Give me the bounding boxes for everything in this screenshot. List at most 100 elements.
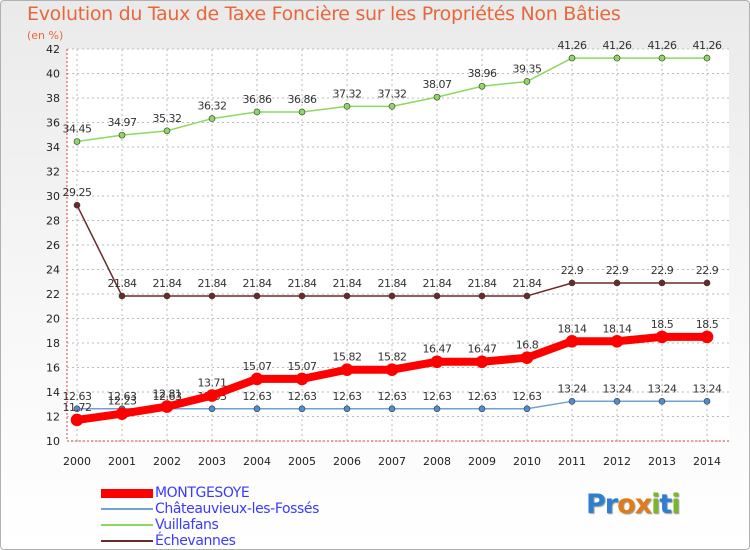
chart-title: Evolution du Taux de Taxe Foncière sur l…	[27, 3, 621, 25]
data-label: 13.24	[693, 382, 722, 395]
data-label: 21.84	[153, 277, 182, 290]
data-label: 21.84	[198, 277, 227, 290]
legend-label: Échevannes	[155, 533, 236, 549]
y-tick-label: 26	[46, 239, 60, 252]
data-point	[250, 372, 264, 386]
x-tick-label: 2000	[63, 455, 91, 468]
data-point	[658, 279, 666, 287]
x-tick-label: 2003	[198, 455, 226, 468]
y-tick-label: 14	[46, 386, 60, 399]
data-point	[253, 405, 261, 413]
data-label: 39.35	[513, 62, 542, 75]
data-label: 35.32	[153, 112, 182, 125]
data-point	[433, 292, 441, 300]
logo-letter: i	[671, 489, 680, 520]
data-point	[613, 398, 621, 405]
data-label: 37.32	[378, 87, 407, 100]
x-tick-label: 2010	[513, 455, 541, 468]
x-tick-label: 2013	[648, 455, 676, 468]
x-tick-label: 2012	[603, 455, 631, 468]
data-point	[613, 54, 621, 62]
data-point	[520, 351, 534, 365]
data-label: 12.63	[288, 390, 317, 403]
y-tick-label: 30	[46, 190, 60, 203]
data-point	[385, 363, 399, 377]
y-tick-label: 10	[46, 435, 60, 448]
data-point	[523, 78, 531, 85]
data-point	[430, 355, 444, 369]
data-label: 12.63	[153, 390, 182, 403]
logo-letter: r	[604, 489, 618, 520]
data-label: 13.24	[558, 382, 587, 395]
legend-swatch	[101, 489, 153, 498]
y-tick-label: 12	[46, 411, 60, 424]
data-label: 12.63	[243, 390, 272, 403]
legend-label: Vuillafans	[155, 517, 219, 533]
data-label: 15.07	[243, 360, 272, 373]
data-point	[295, 372, 309, 386]
data-point	[700, 330, 714, 344]
legend-label: MONTGESOYE	[155, 485, 250, 501]
data-label: 16.8	[516, 339, 539, 352]
data-point	[613, 279, 621, 287]
data-point	[118, 131, 126, 139]
data-point	[343, 103, 351, 110]
data-label: 21.84	[333, 277, 362, 290]
data-label: 12.63	[513, 390, 542, 403]
data-point	[610, 334, 624, 348]
data-point	[205, 389, 219, 402]
data-point	[253, 108, 261, 116]
data-label: 34.97	[108, 116, 137, 129]
data-label: 21.84	[468, 277, 497, 290]
legend-label: Châteauvieux-les-Fossés	[155, 501, 320, 517]
data-point	[568, 398, 576, 405]
data-point	[70, 413, 84, 427]
y-tick-label: 24	[46, 264, 60, 277]
data-point	[208, 115, 216, 122]
data-label: 21.84	[243, 277, 272, 290]
data-label: 38.96	[468, 67, 497, 80]
data-label: 12.63	[468, 390, 497, 403]
y-tick-label: 16	[46, 362, 60, 375]
x-tick-label: 2009	[468, 455, 496, 468]
data-label: 21.84	[288, 277, 317, 290]
data-label: 22.9	[696, 264, 719, 277]
y-tick-label: 22	[46, 288, 60, 301]
data-label: 22.9	[651, 264, 674, 277]
y-tick-label: 32	[46, 166, 60, 179]
data-label: 36.86	[243, 93, 272, 106]
data-point	[703, 279, 711, 287]
logo-letter: t	[659, 489, 672, 520]
data-point	[163, 127, 171, 135]
data-point	[568, 54, 576, 62]
data-point	[475, 355, 489, 369]
logo-letter: x	[634, 489, 652, 520]
data-label: 18.14	[558, 322, 587, 335]
x-tick-label: 2011	[558, 455, 586, 468]
data-point	[298, 292, 306, 300]
data-label: 34.45	[63, 122, 92, 135]
data-point	[73, 405, 81, 413]
data-label: 12.63	[378, 390, 407, 403]
data-point	[388, 103, 396, 110]
logo-letter: i	[651, 489, 660, 520]
y-unit-label: (en %)	[27, 29, 64, 42]
data-point	[703, 54, 711, 62]
x-tick-label: 2005	[288, 455, 316, 468]
data-point	[433, 93, 441, 101]
data-label: 16.47	[468, 343, 497, 356]
data-point	[523, 292, 531, 300]
data-point	[523, 405, 531, 413]
data-point	[478, 82, 486, 90]
data-label: 13.24	[648, 382, 677, 395]
data-label: 18.5	[651, 318, 674, 331]
data-label: 11.72	[63, 401, 92, 414]
data-label: 21.84	[513, 277, 542, 290]
x-tick-label: 2014	[693, 455, 721, 468]
data-point	[343, 405, 351, 413]
y-tick-label: 36	[46, 117, 60, 130]
data-point	[388, 292, 396, 300]
x-tick-label: 2002	[153, 455, 181, 468]
x-tick-label: 2004	[243, 455, 271, 468]
data-label: 41.26	[693, 39, 722, 52]
